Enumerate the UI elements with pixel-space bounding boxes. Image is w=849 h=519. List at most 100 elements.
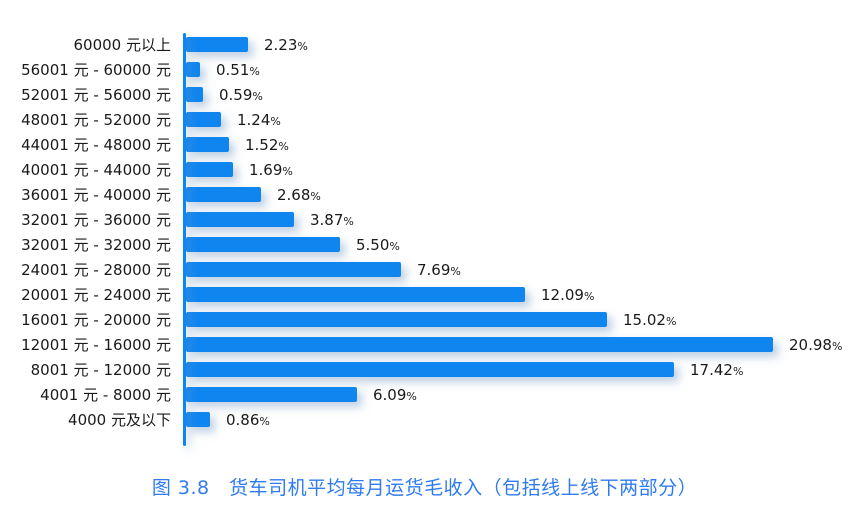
value-label: 20.98% [789,336,842,354]
value-number: 15.02 [623,310,666,329]
chart-row: 16001 元 - 20000 元 15.02% [0,307,842,332]
value-number: 2.23 [264,35,298,54]
category-label: 48001 元 - 52000 元 [21,111,171,129]
chart-row: 4000 元及以下 0.86% [0,407,842,432]
bar [186,62,200,77]
category-label: 20001 元 - 24000 元 [21,286,171,304]
bar [186,237,340,252]
bar [186,312,607,327]
chart-rows: 60000 元以上 2.23% 56001 元 - 60000 元 0.51% 5200… [0,32,842,432]
percent-sign: % [270,114,281,128]
chart-row: 32001 元 - 36000 元 3.87% [0,207,842,232]
value-label: 0.51% [216,61,260,79]
bar [186,287,525,302]
y-axis-line [183,33,186,446]
category-label: 40001 元 - 44000 元 [21,161,171,179]
percent-sign: % [249,64,260,78]
bar [186,362,674,377]
value-label: 15.02% [623,311,676,329]
bar [186,337,773,352]
value-number: 5.50 [356,235,390,254]
chart-row: 4001 元 - 8000 元 6.09% [0,382,842,407]
bar [186,87,203,102]
percent-sign: % [389,239,400,253]
category-label: 12001 元 - 16000 元 [21,336,171,354]
percent-sign: % [252,89,263,103]
bar [186,212,294,227]
chart-row: 44001 元 - 48000 元 1.52% [0,132,842,157]
bar [186,262,401,277]
chart-row: 56001 元 - 60000 元 0.51% [0,57,842,82]
value-number: 3.87 [310,210,344,229]
category-label: 32001 元 - 36000 元 [21,211,171,229]
value-label: 12.09% [541,286,594,304]
percent-sign: % [732,364,744,378]
value-number: 7.69 [417,260,451,279]
percent-sign: % [343,214,354,228]
value-number: 6.09 [373,385,407,404]
chart-row: 24001 元 - 28000 元 7.69% [0,257,842,282]
category-label: 56001 元 - 60000 元 [21,61,171,79]
category-label: 24001 元 - 28000 元 [21,261,171,279]
percent-sign: % [297,39,308,53]
value-number: 0.86 [226,410,260,429]
chart-row: 40001 元 - 44000 元 1.69% [0,157,842,182]
value-label: 3.87% [310,211,354,229]
value-label: 17.42% [690,361,743,379]
percent-sign: % [583,289,595,303]
chart-row: 20001 元 - 24000 元 12.09% [0,282,842,307]
value-label: 6.09% [373,386,417,404]
value-label: 1.24% [237,111,281,129]
chart-row: 60000 元以上 2.23% [0,32,842,57]
value-number: 12.09 [541,285,584,304]
value-label: 5.50% [356,236,400,254]
category-label: 60000 元以上 [73,36,172,54]
value-label: 1.52% [245,136,289,154]
percent-sign: % [450,264,461,278]
category-label: 4001 元 - 8000 元 [40,386,171,404]
category-label: 8001 元 - 12000 元 [30,361,171,379]
bar [186,162,233,177]
bar [186,412,210,427]
value-number: 0.59 [219,85,253,104]
chart-row: 48001 元 - 52000 元 1.24% [0,107,842,132]
value-number: 0.51 [216,60,250,79]
value-label: 7.69% [417,261,461,279]
chart-row: 8001 元 - 12000 元 17.42% [0,357,842,382]
bar [186,112,221,127]
value-number: 17.42 [690,360,733,379]
category-label: 32001 元 - 32000 元 [21,236,171,254]
percent-sign: % [282,164,293,178]
percent-sign: % [406,389,417,403]
category-label: 44001 元 - 48000 元 [21,136,171,154]
chart-row: 36001 元 - 40000 元 2.68% [0,182,842,207]
bar [186,187,261,202]
percent-sign: % [278,139,289,153]
value-number: 1.52 [245,135,279,154]
category-label: 16001 元 - 20000 元 [21,311,171,329]
value-label: 2.68% [277,186,321,204]
chart-row: 32001 元 - 32000 元 5.50% [0,232,842,257]
percent-sign: % [259,414,270,428]
value-label: 0.86% [226,411,270,429]
value-number: 1.69 [249,160,283,179]
value-number: 20.98 [789,335,832,354]
chart-row: 12001 元 - 16000 元 20.98% [0,332,842,357]
value-label: 1.69% [249,161,293,179]
value-number: 1.24 [237,110,271,129]
percent-sign: % [831,339,843,353]
bar [186,137,229,152]
percent-sign: % [310,189,321,203]
category-label: 52001 元 - 56000 元 [21,86,171,104]
category-label: 4000 元及以下 [68,411,171,429]
value-label: 2.23% [264,36,308,54]
chart-row: 52001 元 - 56000 元 0.59% [0,82,842,107]
bar [186,387,357,402]
category-label: 36001 元 - 40000 元 [21,186,171,204]
bar [186,37,248,52]
value-number: 2.68 [277,185,311,204]
figure-caption: 图 3.8 货车司机平均每月运货毛收入（包括线上线下两部分） [151,477,698,499]
value-label: 0.59% [219,86,263,104]
percent-sign: % [665,314,677,328]
